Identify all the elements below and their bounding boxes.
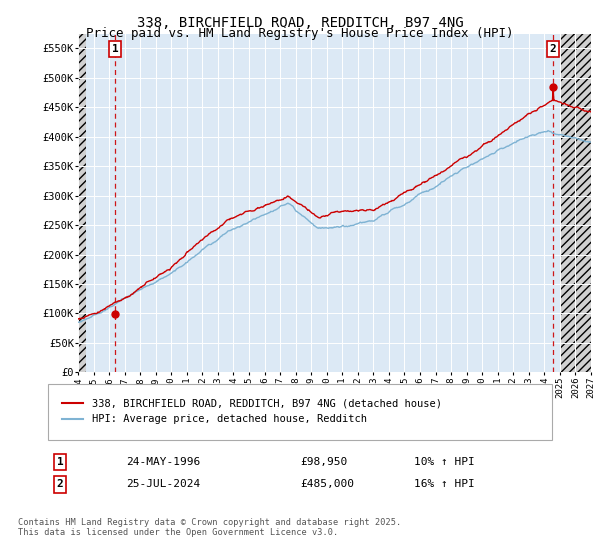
Text: 10% ↑ HPI: 10% ↑ HPI xyxy=(414,457,475,467)
Text: 2: 2 xyxy=(550,44,556,54)
Text: 24-MAY-1996: 24-MAY-1996 xyxy=(126,457,200,467)
Text: 338, BIRCHFIELD ROAD, REDDITCH, B97 4NG: 338, BIRCHFIELD ROAD, REDDITCH, B97 4NG xyxy=(137,16,463,30)
Text: £485,000: £485,000 xyxy=(300,479,354,489)
Legend: 338, BIRCHFIELD ROAD, REDDITCH, B97 4NG (detached house), HPI: Average price, de: 338, BIRCHFIELD ROAD, REDDITCH, B97 4NG … xyxy=(58,395,446,428)
Text: 25-JUL-2024: 25-JUL-2024 xyxy=(126,479,200,489)
Text: Price paid vs. HM Land Registry's House Price Index (HPI): Price paid vs. HM Land Registry's House … xyxy=(86,27,514,40)
Text: Contains HM Land Registry data © Crown copyright and database right 2025.
This d: Contains HM Land Registry data © Crown c… xyxy=(18,518,401,538)
FancyBboxPatch shape xyxy=(48,384,552,440)
Text: 16% ↑ HPI: 16% ↑ HPI xyxy=(414,479,475,489)
Text: £98,950: £98,950 xyxy=(300,457,347,467)
Text: 1: 1 xyxy=(56,457,64,467)
Text: 2: 2 xyxy=(56,479,64,489)
Text: 1: 1 xyxy=(112,44,118,54)
